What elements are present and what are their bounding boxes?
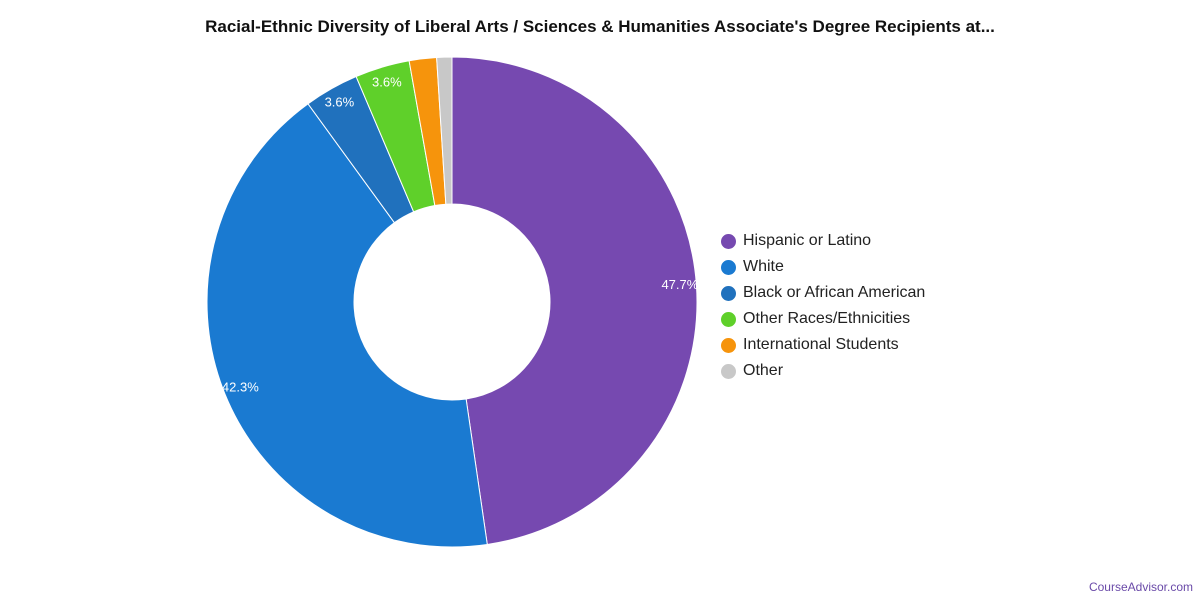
legend-swatch <box>721 311 736 327</box>
slice-label-hispanic-or-latino: 47.7% <box>661 277 698 292</box>
legend-label: Black or African American <box>743 284 926 301</box>
legend-label: White <box>743 258 784 275</box>
legend-label: Other Races/Ethnicities <box>743 310 911 327</box>
legend-item-hispanic-or-latino[interactable]: Hispanic or Latino <box>721 228 925 254</box>
legend-swatch <box>721 259 736 275</box>
chart-title: Racial-Ethnic Diversity of Liberal Arts … <box>205 17 995 36</box>
legend-swatch <box>721 233 736 249</box>
legend-swatch <box>721 285 736 301</box>
legend-item-other-races-ethnicities[interactable]: Other Races/Ethnicities <box>721 306 925 332</box>
slice-hispanic-or-latino[interactable] <box>451 56 698 546</box>
legend-label: Other <box>743 362 784 379</box>
legend-label: Hispanic or Latino <box>743 232 872 249</box>
legend-label: International Students <box>743 336 899 353</box>
legend-swatch <box>721 363 736 379</box>
credit-link[interactable]: CourseAdvisor.com <box>1088 580 1193 594</box>
slice-label-other-races-ethnicities: 3.6% <box>372 74 402 89</box>
slice-white[interactable] <box>206 103 488 548</box>
legend-swatch <box>721 337 736 353</box>
slice-group <box>206 56 698 548</box>
legend-item-other[interactable]: Other <box>721 358 925 384</box>
legend: Hispanic or Latino White Black or African … <box>721 228 925 384</box>
slice-label-white: 42.3% <box>222 380 259 395</box>
legend-item-international-students[interactable]: International Students <box>721 332 925 358</box>
slice-other[interactable] <box>436 56 453 205</box>
slice-label-black-or-african-american: 3.6% <box>325 95 355 110</box>
legend-item-black-or-african-american[interactable]: Black or African American <box>721 280 925 306</box>
slice-label-group: 47.7% 42.3% 3.6% 3.6% <box>222 74 699 394</box>
legend-item-white[interactable]: White <box>721 254 925 280</box>
